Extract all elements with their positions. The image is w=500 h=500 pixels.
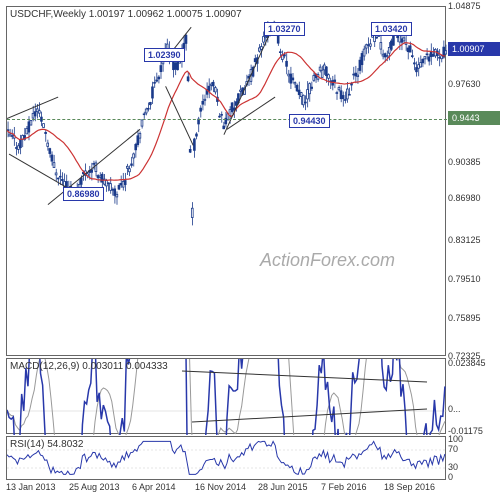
macd-y-label: 0...: [448, 404, 461, 414]
current-price-tag: 1.00907: [448, 42, 500, 56]
reference-level-line: [7, 119, 447, 120]
x-tick-label: 7 Feb 2016: [321, 482, 367, 492]
y-tick-label: 1.04875: [448, 1, 481, 11]
rsi-y-label: 30: [448, 462, 458, 472]
y-tick-label: 0.75895: [448, 313, 481, 323]
price-callout: 1.02390: [144, 48, 185, 62]
y-tick-label: 0.83125: [448, 235, 481, 245]
price-callout: 1.03420: [371, 22, 412, 36]
y-tick-label: 0.79510: [448, 274, 481, 284]
price-chart-panel: [6, 6, 446, 356]
y-tick-label: 0.90385: [448, 157, 481, 167]
rsi-y-label: 100: [448, 434, 463, 444]
x-tick-label: 6 Apr 2014: [132, 482, 176, 492]
price-chart-svg: [7, 7, 447, 357]
watermark: ActionForex.com: [260, 250, 395, 271]
x-tick-label: 18 Sep 2016: [384, 482, 435, 492]
macd-y-label: 0.023845: [448, 358, 486, 368]
x-tick-label: 13 Jan 2013: [6, 482, 56, 492]
price-callout: 0.94430: [289, 114, 330, 128]
y-tick-label: 0.97630: [448, 79, 481, 89]
x-tick-label: 25 Aug 2013: [69, 482, 120, 492]
rsi-y-label: 0: [448, 472, 453, 482]
symbol-title: USDCHF,Weekly 1.00197 1.00962 1.00075 1.…: [10, 9, 242, 20]
x-tick-label: 28 Jun 2015: [258, 482, 308, 492]
macd-title: MACD(12,26,9) 0.003011 0.004333: [10, 361, 168, 372]
rsi-y-label: 70: [448, 444, 458, 454]
rsi-title: RSI(14) 54.8032: [10, 439, 83, 450]
y-tick-label: 0.86980: [448, 193, 481, 203]
price-callout: 1.03270: [264, 22, 305, 36]
price-callout: 0.86980: [63, 187, 104, 201]
reference-price-tag: 0.9443: [448, 111, 500, 125]
x-tick-label: 16 Nov 2014: [195, 482, 246, 492]
